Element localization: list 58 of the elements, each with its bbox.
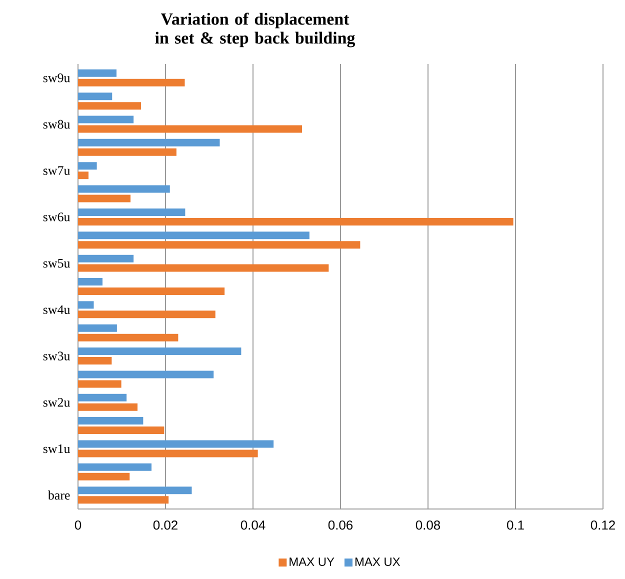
bar [78, 450, 258, 458]
x-tick-label: 0.08 [416, 520, 440, 530]
bar [78, 334, 178, 342]
bar [78, 185, 170, 193]
y-tick-label: bare [48, 490, 70, 500]
bar [78, 287, 225, 295]
bar [78, 310, 216, 318]
y-tick-label: sw9u [43, 74, 70, 82]
legend-label: MAX UY [290, 558, 334, 566]
bar [78, 116, 134, 124]
x-tick-label: 0 [74, 520, 82, 530]
bar [78, 496, 169, 504]
bar [78, 426, 164, 434]
bar [78, 278, 103, 286]
x-tick-label: 0.12 [590, 520, 615, 530]
legend-label: MAX UX [355, 558, 400, 566]
bar [78, 394, 127, 402]
bar [78, 78, 185, 86]
bar [78, 194, 131, 202]
bar [78, 232, 310, 240]
x-tick-label: 0.1 [507, 520, 524, 530]
bar [78, 92, 112, 100]
bar [78, 208, 186, 216]
bar [78, 218, 514, 226]
y-tick-label: sw7u [43, 166, 70, 175]
y-tick-label: sw5u [43, 259, 70, 268]
y-tick-label: sw3u [43, 352, 70, 360]
bar [78, 125, 302, 133]
chart-title: Variation of displacement in set & step back building [155, 12, 356, 48]
bar [78, 486, 192, 494]
bar [78, 148, 176, 156]
bar [78, 417, 144, 425]
bar [78, 264, 329, 272]
bar [78, 324, 117, 332]
bar [78, 472, 130, 480]
bar [78, 162, 97, 170]
bar [78, 241, 360, 249]
x-tick-label: 0.02 [153, 520, 178, 530]
bar [78, 463, 152, 471]
bar [78, 380, 122, 388]
y-tick-label: sw4u [43, 305, 70, 314]
y-tick-label: sw2u [43, 398, 70, 407]
bar [78, 403, 138, 411]
y-tick-label: sw6u [43, 212, 70, 222]
bar [78, 69, 117, 77]
bar [78, 172, 89, 180]
y-tick-label: sw1u [43, 444, 70, 454]
x-tick-label: 0.06 [328, 520, 353, 530]
bar [78, 357, 112, 365]
bar [78, 440, 274, 448]
bar [78, 301, 94, 309]
bar [78, 102, 142, 110]
bar [78, 370, 214, 378]
bar [78, 348, 242, 356]
bar [78, 254, 134, 262]
bar [78, 138, 220, 146]
y-tick-label: sw8u [43, 120, 70, 129]
x-tick-label: 0.04 [240, 520, 266, 530]
